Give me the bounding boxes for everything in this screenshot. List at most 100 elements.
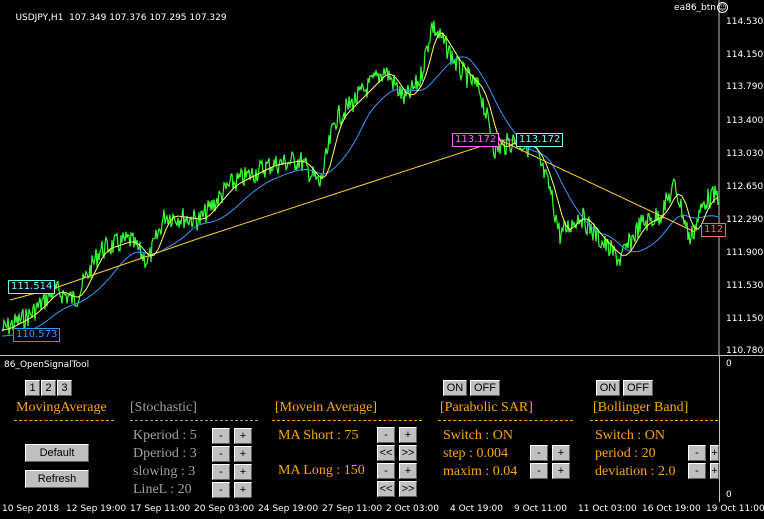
- price-tick: 112.650: [726, 182, 764, 192]
- sar-on-button[interactable]: ON: [443, 380, 467, 396]
- price-tick: 113.400: [726, 116, 764, 126]
- bb-period-plus-button[interactable]: +: [710, 445, 719, 461]
- tab-2[interactable]: 2: [41, 380, 56, 396]
- time-tick: 24 Sep 19:00: [258, 504, 319, 514]
- price-label-blue-left[interactable]: 110.573: [13, 328, 61, 342]
- moving-average-title: MovingAverage: [16, 400, 107, 415]
- price-tick: 111.530: [726, 281, 764, 291]
- indicator-subwindow[interactable]: 86_OpenSignalTool 0 0 1 2 3 MovingAverag…: [0, 355, 764, 502]
- time-axis: 10 Sep 2018 12 Sep 19:00 17 Sep 11:00 20…: [0, 501, 764, 519]
- time-tick: 2 Oct 03:00: [386, 504, 439, 514]
- ma-long-minus-button[interactable]: -: [377, 463, 395, 479]
- stoch-kperiod: Kperiod : 5: [133, 428, 197, 443]
- price-chart[interactable]: [0, 0, 764, 355]
- default-button[interactable]: Default: [25, 444, 89, 462]
- price-tick: 113.030: [726, 149, 764, 159]
- time-tick: 27 Sep 11:00: [322, 504, 383, 514]
- time-tick: 9 Oct 11:00: [514, 504, 567, 514]
- movein-average-title: [Movein Average]: [275, 400, 377, 415]
- slowing-plus-button[interactable]: +: [234, 464, 252, 480]
- bb-off-button[interactable]: OFF: [623, 380, 653, 396]
- sar-step-plus-button[interactable]: +: [552, 445, 570, 461]
- kperiod-plus-button[interactable]: +: [234, 428, 252, 444]
- time-tick: 11 Oct 03:00: [578, 504, 637, 514]
- bb-deviation-plus-button[interactable]: +: [710, 463, 719, 479]
- price-tick: 111.900: [726, 248, 764, 258]
- dperiod-minus-button[interactable]: -: [212, 446, 230, 462]
- stoch-slowing: slowing : 3: [133, 464, 196, 479]
- time-tick: 16 Oct 19:00: [642, 504, 701, 514]
- time-tick: 12 Sep 19:00: [66, 504, 127, 514]
- ea-name: ea86_btn: [674, 3, 716, 13]
- dperiod-plus-button[interactable]: +: [234, 446, 252, 462]
- ma-long-plus-button[interactable]: +: [399, 463, 417, 479]
- parabolic-sar-title: [Parabolic SAR]: [440, 400, 533, 415]
- divider: [272, 420, 422, 421]
- divider: [14, 420, 114, 421]
- price-tick: 114.150: [726, 50, 764, 60]
- subwindow-title: 86_OpenSignalTool: [4, 360, 90, 370]
- price-series: [1, 20, 719, 335]
- bb-switch: Switch : ON: [595, 428, 665, 443]
- symbol-name: USDJPY,H1: [15, 13, 64, 23]
- sar-maxim-plus-button[interactable]: +: [552, 463, 570, 479]
- time-tick: 10 Sep 2018: [2, 504, 60, 514]
- price-label-cyan-left[interactable]: 111.514: [8, 280, 56, 294]
- tab-1[interactable]: 1: [25, 380, 40, 396]
- price-tick: 111.150: [726, 314, 764, 324]
- divider: [438, 420, 573, 421]
- time-tick: 17 Sep 11:00: [130, 504, 191, 514]
- price-label-magenta[interactable]: 113.172: [452, 133, 500, 147]
- ma-short-prev-button[interactable]: <<: [377, 445, 395, 461]
- stoch-dperiod: Dperiod : 3: [133, 446, 197, 461]
- stoch-linel: LineL : 20: [133, 482, 192, 497]
- sar-step-minus-button[interactable]: -: [530, 445, 548, 461]
- ma-short-line: [1, 32, 719, 331]
- bb-deviation: deviation : 2.0: [595, 464, 676, 479]
- stochastic-title: [Stochastic]: [130, 400, 197, 415]
- kperiod-minus-button[interactable]: -: [212, 428, 230, 444]
- bb-deviation-minus-button[interactable]: -: [688, 463, 706, 479]
- price-label-red-right[interactable]: 112: [701, 223, 727, 237]
- ma-long-line: [1, 56, 719, 337]
- sar-maxim: maxim : 0.04: [443, 464, 518, 479]
- subwindow-axis-border: [719, 356, 720, 502]
- ma-short-value: MA Short : 75: [278, 428, 359, 443]
- bollinger-band-title: [Bollinger Band]: [593, 400, 689, 415]
- sar-maxim-minus-button[interactable]: -: [530, 463, 548, 479]
- bb-period: period : 20: [595, 446, 656, 461]
- subwindow-axis-bottom: 0: [726, 490, 732, 500]
- smiley-icon: ☺: [717, 2, 728, 13]
- divider: [590, 420, 718, 421]
- divider: [130, 420, 258, 421]
- sar-step: step : 0.004: [443, 446, 508, 461]
- ma-short-minus-button[interactable]: -: [377, 427, 395, 443]
- subwindow-axis-top: 0: [726, 359, 732, 369]
- ma-long-value: MA Long : 150: [278, 463, 365, 478]
- ma-short-next-button[interactable]: >>: [399, 445, 417, 461]
- main-chart-window[interactable]: USDJPY,H1 107.349 107.376 107.295 107.32…: [0, 0, 764, 356]
- slowing-minus-button[interactable]: -: [212, 464, 230, 480]
- symbol-info: USDJPY,H1 107.349 107.376 107.295 107.32…: [4, 3, 227, 33]
- bb-period-minus-button[interactable]: -: [688, 445, 706, 461]
- ohlc-values: 107.349 107.376 107.295 107.329: [69, 13, 227, 23]
- ma-short-plus-button[interactable]: +: [399, 427, 417, 443]
- linel-plus-button[interactable]: +: [234, 482, 252, 498]
- tab-3[interactable]: 3: [57, 380, 72, 396]
- sar-switch: Switch : ON: [443, 428, 513, 443]
- price-tick: 110.780: [726, 346, 764, 356]
- ma-long-prev-button[interactable]: <<: [377, 481, 395, 497]
- sar-off-button[interactable]: OFF: [470, 380, 500, 396]
- price-label-cyan-mid[interactable]: 113.172: [516, 133, 564, 147]
- linel-minus-button[interactable]: -: [212, 482, 230, 498]
- time-tick: 19 Oct 11:00: [706, 504, 764, 514]
- price-tick: 112.290: [726, 215, 764, 225]
- ma-long-next-button[interactable]: >>: [399, 481, 417, 497]
- time-tick: 20 Sep 03:00: [194, 504, 255, 514]
- bb-on-button[interactable]: ON: [596, 380, 620, 396]
- time-tick: 4 Oct 19:00: [450, 504, 503, 514]
- refresh-button[interactable]: Refresh: [25, 470, 89, 488]
- price-tick: 114.530: [726, 17, 764, 27]
- price-tick: 113.790: [726, 82, 764, 92]
- trend-line: [9, 139, 696, 301]
